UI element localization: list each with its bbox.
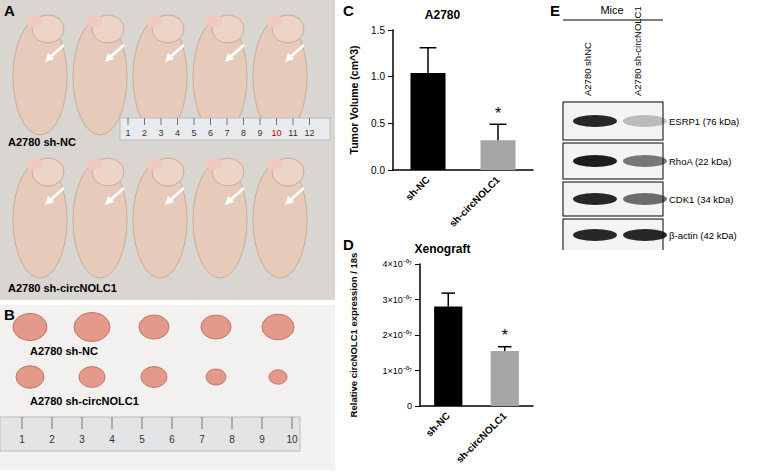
svg-text:2: 2 xyxy=(142,128,147,138)
svg-text:6: 6 xyxy=(208,128,213,138)
svg-text:4: 4 xyxy=(109,434,115,445)
svg-text:12: 12 xyxy=(304,128,314,138)
svg-text:sh-NC: sh-NC xyxy=(424,410,453,439)
svg-text:0: 0 xyxy=(407,401,412,411)
svg-text:sh-circNOLC1: sh-circNOLC1 xyxy=(454,410,509,465)
svg-text:2: 2 xyxy=(49,434,55,445)
svg-text:β-actin (42 kDa): β-actin (42 kDa) xyxy=(669,230,737,241)
svg-text:A2780 sh-circNOLC1: A2780 sh-circNOLC1 xyxy=(8,282,117,294)
html-text:E: E xyxy=(550,2,560,19)
svg-text:10: 10 xyxy=(271,128,281,138)
svg-text:3×10⁻⁰⁷: 3×10⁻⁰⁷ xyxy=(382,295,412,305)
html-text:B: B xyxy=(4,306,15,323)
svg-text:Mice: Mice xyxy=(600,4,623,16)
svg-text:1: 1 xyxy=(125,128,130,138)
svg-text:1.0: 1.0 xyxy=(371,71,385,82)
svg-text:9: 9 xyxy=(259,434,265,445)
svg-text:0.0: 0.0 xyxy=(371,165,385,176)
svg-text:sh-circNOLC1: sh-circNOLC1 xyxy=(447,174,502,229)
svg-text:A2780 shNC: A2780 shNC xyxy=(582,42,593,96)
svg-text:*: * xyxy=(502,327,508,344)
html-text:D: D xyxy=(343,236,354,253)
svg-text:Xenograft: Xenograft xyxy=(414,242,470,256)
svg-text:1.5: 1.5 xyxy=(371,25,385,36)
html-text:C: C xyxy=(343,2,354,19)
svg-text:11: 11 xyxy=(288,128,297,138)
svg-text:sh-NC: sh-NC xyxy=(403,174,432,203)
svg-text:3: 3 xyxy=(79,434,85,445)
svg-text:*: * xyxy=(495,105,501,122)
svg-text:4×10⁻⁰⁷: 4×10⁻⁰⁷ xyxy=(382,259,412,269)
svg-text:8: 8 xyxy=(241,128,246,138)
svg-text:RhoA (22 kDa): RhoA (22 kDa) xyxy=(669,156,731,167)
svg-text:9: 9 xyxy=(257,128,262,138)
svg-text:5: 5 xyxy=(139,434,145,445)
svg-text:Relative circNOLC1 expression: Relative circNOLC1 expression / 18s xyxy=(348,253,359,418)
svg-text:A2780 sh-NC: A2780 sh-NC xyxy=(8,136,76,148)
html-text:A: A xyxy=(4,2,15,19)
svg-text:10: 10 xyxy=(286,434,298,445)
svg-text:1: 1 xyxy=(19,434,25,445)
svg-text:7: 7 xyxy=(224,128,229,138)
svg-text:CDK1 (34 kDa): CDK1 (34 kDa) xyxy=(669,194,733,205)
svg-text:Tumor Volume (cm^3): Tumor Volume (cm^3) xyxy=(348,45,360,154)
svg-text:7: 7 xyxy=(199,434,205,445)
svg-text:A2780 sh-circNOLC1: A2780 sh-circNOLC1 xyxy=(30,395,139,407)
svg-text:A2780: A2780 xyxy=(425,8,461,22)
svg-text:4: 4 xyxy=(175,128,180,138)
svg-text:6: 6 xyxy=(169,434,175,445)
svg-text:A2780 sh-NC: A2780 sh-NC xyxy=(30,345,98,357)
svg-text:ESRP1 (76 kDa): ESRP1 (76 kDa) xyxy=(669,116,739,127)
svg-text:8: 8 xyxy=(229,434,235,445)
svg-text:1×10⁻⁰⁷: 1×10⁻⁰⁷ xyxy=(382,366,412,376)
svg-text:2×10⁻⁰⁷: 2×10⁻⁰⁷ xyxy=(382,330,412,340)
svg-text:A2780 sh-circNOLC1: A2780 sh-circNOLC1 xyxy=(632,6,643,96)
svg-text:5: 5 xyxy=(191,128,196,138)
svg-text:3: 3 xyxy=(158,128,163,138)
svg-text:0.5: 0.5 xyxy=(371,118,385,129)
